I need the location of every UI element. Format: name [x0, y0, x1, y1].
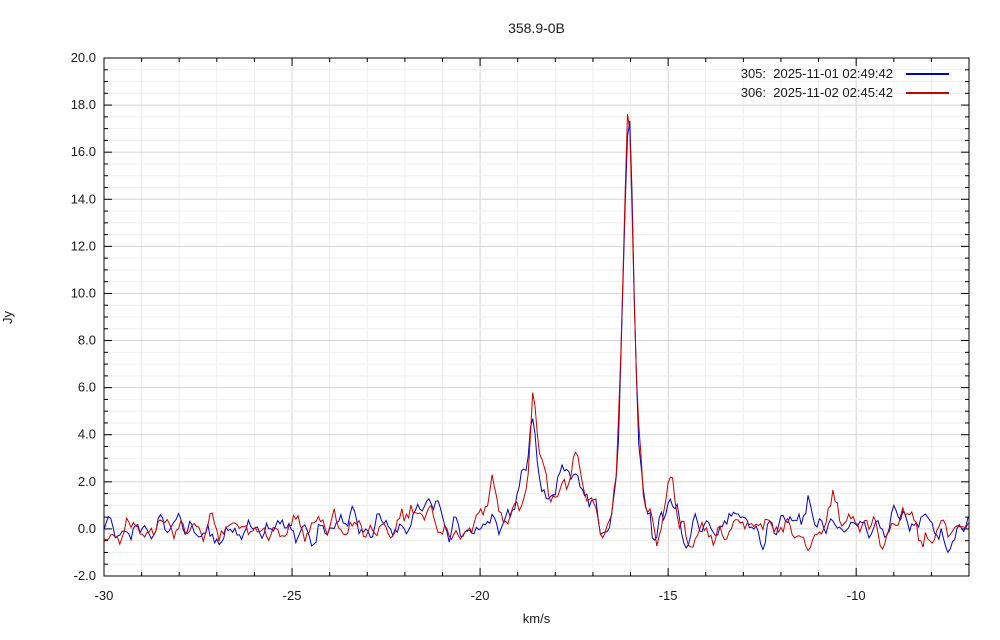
y-tick-label: 20.0 — [71, 50, 96, 65]
y-tick-label: 4.0 — [78, 427, 96, 442]
y-tick-label: 10.0 — [71, 285, 96, 300]
x-tick-label: -15 — [659, 588, 678, 603]
legend-row-305: 305: 2025-11-01 02:49:42 — [741, 64, 949, 83]
y-tick-label: -2.0 — [74, 568, 96, 583]
y-tick-label: 18.0 — [71, 97, 96, 112]
series-306-line — [103, 114, 969, 552]
chart-title: 358.9-0B — [508, 20, 565, 36]
y-tick-label: 14.0 — [71, 191, 96, 206]
legend-line-sample-306 — [906, 91, 949, 94]
y-tick-label: 2.0 — [78, 474, 96, 489]
x-tick-label: -10 — [847, 588, 866, 603]
legend-row-306: 306: 2025-11-02 02:45:42 — [741, 83, 949, 102]
x-tick-label: -20 — [471, 588, 490, 603]
y-tick-label: 16.0 — [71, 144, 96, 159]
y-tick-label: 6.0 — [78, 380, 96, 395]
legend: 305: 2025-11-01 02:49:42 306: 2025-11-02… — [741, 64, 949, 102]
legend-label-306: 306: 2025-11-02 02:45:42 — [740, 85, 893, 100]
x-tick-label: -25 — [283, 588, 302, 603]
series-305-line — [103, 120, 969, 554]
x-tick-label: -30 — [95, 588, 114, 603]
legend-line-sample-305 — [906, 72, 949, 75]
y-tick-label: 8.0 — [78, 333, 96, 348]
x-axis-label: km/s — [522, 611, 551, 626]
y-tick-label: 12.0 — [71, 238, 96, 253]
y-tick-label: 0.0 — [78, 521, 96, 536]
legend-label-305: 305: 2025-11-01 02:49:42 — [740, 66, 893, 81]
